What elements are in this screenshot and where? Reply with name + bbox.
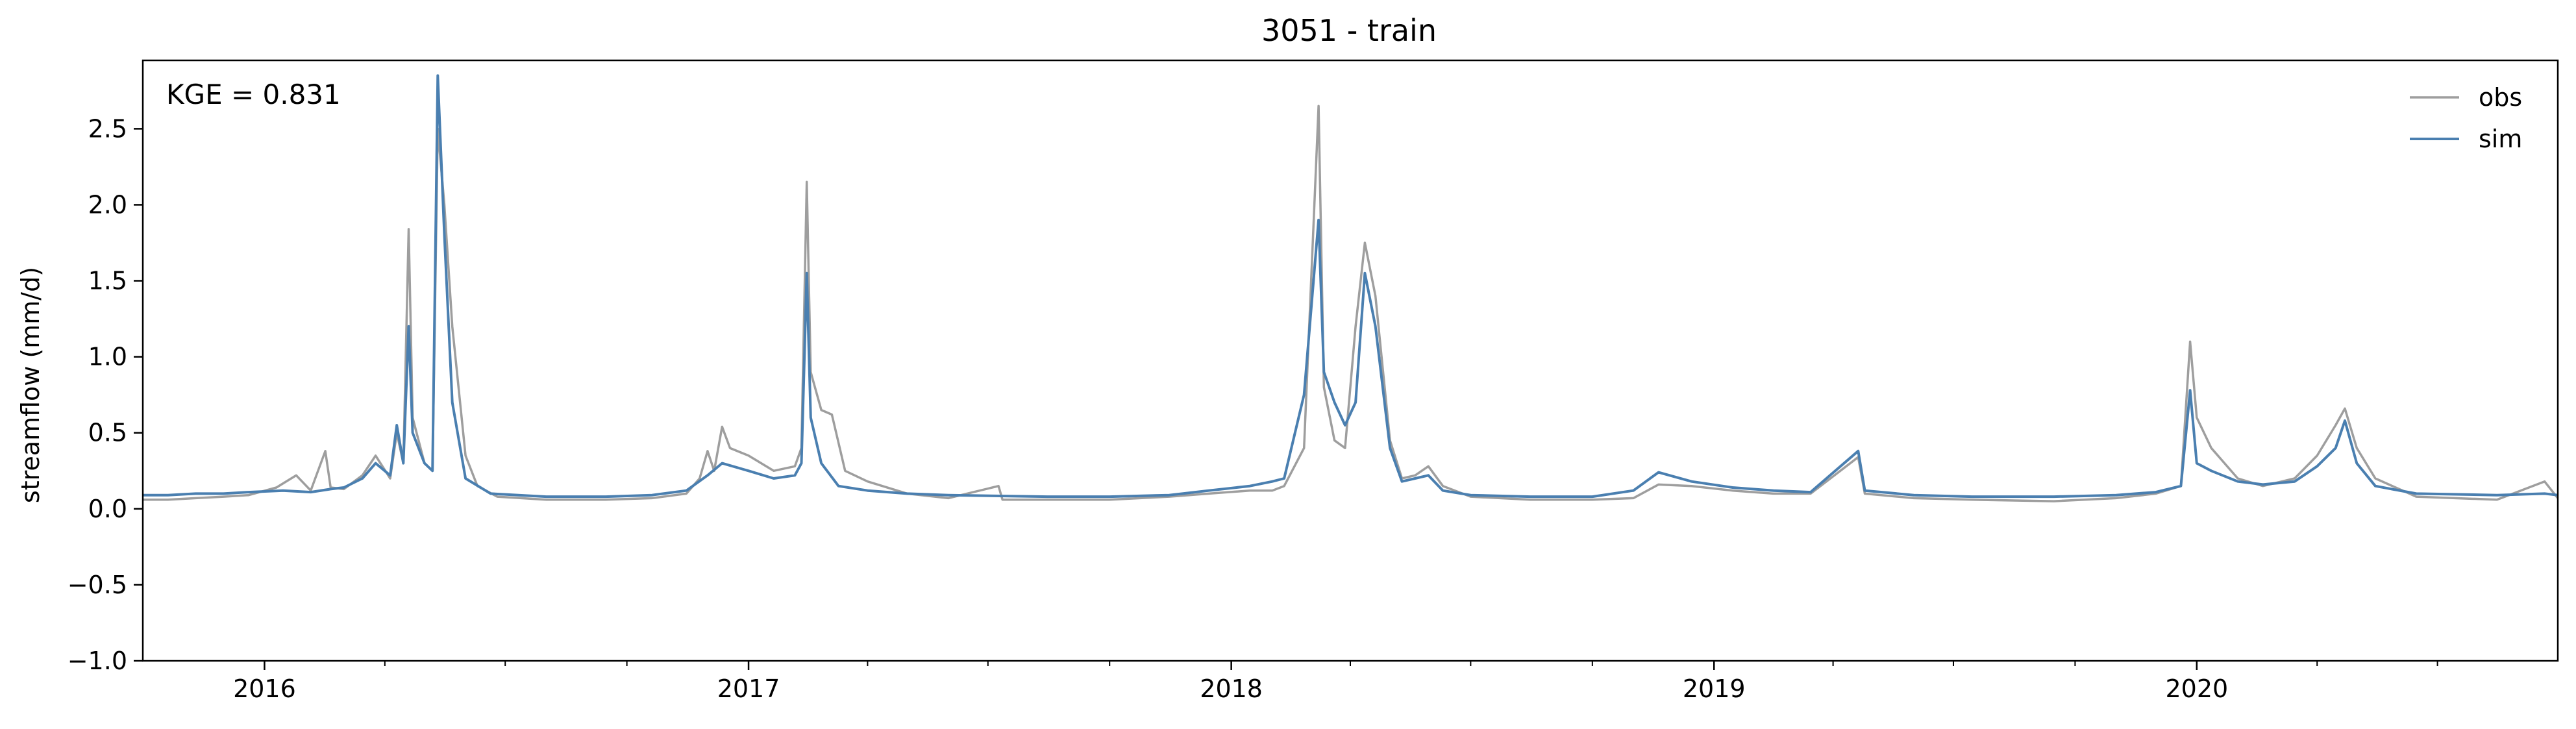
chart-title: 3051 - train [1261,13,1437,48]
series-line-sim [143,74,2558,499]
y-tick-label: −0.5 [68,571,127,599]
y-tick-label: 0.5 [88,419,127,447]
x-tick-label: 2019 [1683,674,1746,703]
x-tick-label: 2020 [2165,674,2228,703]
y-tick-label: 2.5 [88,114,127,143]
y-axis-title: streamflow (mm/d) [16,267,45,503]
x-tick-label: 2017 [717,674,780,703]
y-tick-label: −1.0 [68,647,127,675]
plot-area: −1.0 −0.5 0.0 0.5 1.0 1.5 2.0 2.5 2016 2017 2018 20… [68,59,2559,703]
series-line-obs [143,105,2559,502]
y-tick-label: 1.0 [88,343,127,371]
kge-annotation: KGE = 0.831 [166,79,341,110]
legend-label-sim: sim [2479,125,2522,153]
x-tick-label: 2016 [233,674,296,703]
x-tick-label: 2018 [1200,674,1263,703]
y-tick-label: 0.0 [88,495,127,523]
y-tick-label: 2.0 [88,190,127,219]
legend-label-obs: obs [2479,83,2522,112]
y-tick-label: 1.5 [88,267,127,295]
